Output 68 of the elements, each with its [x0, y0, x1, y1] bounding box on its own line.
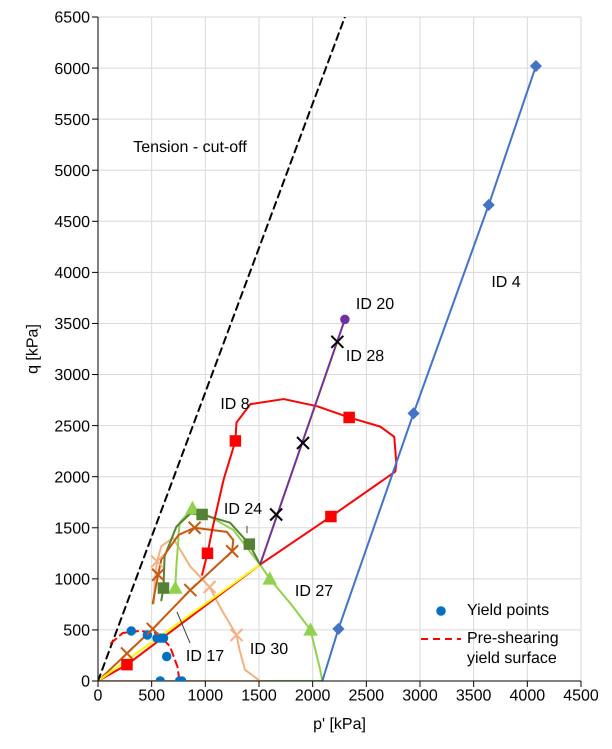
series-label: ID 24 — [224, 501, 262, 518]
x-tick-label: 4000 — [510, 687, 546, 704]
point — [244, 538, 256, 550]
x-tick-label: 1500 — [241, 687, 277, 704]
series-label: ID 8 — [220, 396, 250, 414]
point — [126, 626, 136, 636]
x-tick-label: 2500 — [348, 687, 384, 704]
y-tick-label: 6000 — [54, 60, 90, 78]
series-label: ID 20 — [356, 296, 394, 314]
y-tick-label: 2500 — [54, 418, 90, 436]
y-tick-label: 3000 — [54, 367, 90, 384]
point — [202, 580, 217, 594]
series-label: ID 28 — [346, 348, 384, 366]
point — [146, 622, 160, 636]
series-label: ID 4 — [491, 274, 521, 292]
text: Tension - cut-off — [133, 139, 248, 156]
y-tick-label: 2000 — [54, 469, 90, 486]
point — [162, 652, 172, 662]
x-tick-label: 0 — [94, 687, 103, 704]
y-tick-label: 5500 — [54, 112, 90, 129]
point — [121, 658, 133, 670]
y-tick-label: 6500 — [54, 10, 90, 27]
y-tick-label: 0 — [81, 674, 90, 691]
point — [269, 507, 284, 522]
point — [325, 510, 337, 522]
point — [408, 408, 420, 420]
x-tick-label: 2000 — [294, 687, 331, 704]
point — [262, 572, 276, 585]
y-tick-label: 500 — [63, 622, 90, 640]
point — [530, 60, 542, 72]
point — [202, 548, 214, 560]
point — [120, 646, 134, 660]
point — [183, 583, 198, 598]
point — [296, 436, 310, 450]
x-tick-label: 500 — [138, 687, 166, 704]
point — [229, 628, 244, 642]
point — [168, 581, 182, 594]
x-tick-label: 1000 — [188, 687, 224, 704]
y-tick-label: 4000 — [54, 265, 90, 282]
y-tick-label: 1000 — [54, 572, 90, 589]
point — [343, 412, 355, 424]
y-tick-label: 1500 — [54, 520, 90, 538]
point — [225, 544, 240, 558]
point — [304, 623, 318, 636]
point — [340, 314, 350, 324]
point — [482, 199, 494, 211]
series-label: ID 30 — [250, 641, 288, 658]
line-series — [98, 398, 398, 681]
legend-label: Pre-shearing yield surface — [467, 629, 560, 669]
point — [188, 520, 202, 535]
y-axis-title: q [kPa] — [24, 324, 42, 374]
point — [330, 334, 344, 349]
series-label: ID 27 — [294, 583, 334, 600]
y-tick-label: 4500 — [54, 214, 90, 231]
x-tick-label: 3000 — [402, 687, 438, 704]
x-axis-title: p' [kPa] — [313, 716, 366, 733]
legend-label: Yield points — [467, 601, 550, 621]
point — [158, 582, 170, 594]
y-tick-label: 5000 — [54, 162, 90, 180]
y-tick-label: 3500 — [54, 316, 90, 334]
point — [151, 568, 166, 582]
point — [196, 508, 208, 520]
point — [150, 554, 164, 568]
point — [230, 435, 242, 447]
x-tick-label: 3500 — [456, 687, 492, 704]
x-tick-label: 4500 — [563, 687, 599, 704]
point — [332, 623, 344, 635]
annotation: ID 17 — [186, 648, 224, 666]
